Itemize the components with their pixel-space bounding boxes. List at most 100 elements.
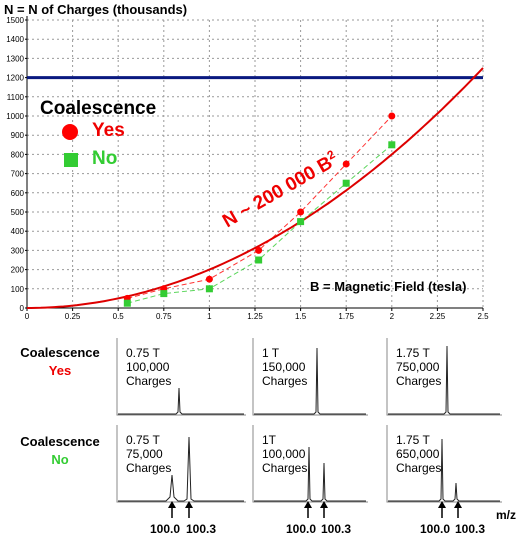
row-label-yes: Coalescence Yes <box>5 345 115 378</box>
y-tick-label: 300 <box>11 246 25 255</box>
legend-title: Coalescence <box>40 98 157 119</box>
x-tick-label: 1.75 <box>338 312 354 321</box>
data-point-no <box>123 299 131 307</box>
panel-count: 100,000 <box>126 360 170 374</box>
y-axis-label: N = N of Charges (thousands) <box>4 2 188 17</box>
panel-count: 650,000 <box>396 447 440 461</box>
spectrum-panel-no-3: 1.75 T 650,000 Charges <box>386 425 502 503</box>
panel-field: 1 T <box>262 346 280 360</box>
y-tick-label: 600 <box>11 189 25 198</box>
row-status-no: No <box>51 452 69 467</box>
row-status-yes: Yes <box>48 363 72 378</box>
y-tick-label: 800 <box>11 150 25 159</box>
panel-label: 1T 100,000 Charges <box>262 433 307 475</box>
y-tick-label: 1000 <box>6 112 24 121</box>
spectrum-panel-yes-3: 1.75 T 750,000 Charges <box>386 338 502 416</box>
data-point-no <box>388 141 396 149</box>
y-tick-label: 400 <box>11 227 25 236</box>
data-point-no <box>297 218 305 226</box>
spectrum-plot <box>116 338 246 416</box>
spectrum-plot <box>386 425 502 503</box>
panel-unit: Charges <box>262 461 308 475</box>
mz-arrows <box>168 501 462 518</box>
panel-count: 150,000 <box>262 360 306 374</box>
spectrum-panel-no-2: 1T 100,000 Charges <box>252 425 368 503</box>
panel-unit: Charges <box>126 461 172 475</box>
legend-item-yes: Yes <box>40 120 156 148</box>
mz-label: m/z <box>496 508 517 522</box>
x-tick-label: 2.5 <box>477 312 489 321</box>
panel-label: 1.75 T 750,000 Charges <box>396 346 441 388</box>
y-tick-label: 0 <box>20 304 25 313</box>
panel-label: 0.75 T 75,000 Charges <box>126 433 171 475</box>
legend-item-no: No <box>40 148 156 176</box>
y-tick-label: 1200 <box>6 74 24 83</box>
data-point-yes <box>388 112 396 120</box>
row-title-no: Coalescence <box>20 434 100 449</box>
fit-curve <box>27 67 484 309</box>
legend: Coalescence Yes No <box>40 98 156 176</box>
x-tick-label: 1.25 <box>247 312 263 321</box>
spectrum-plot <box>252 425 368 503</box>
data-point-no <box>160 290 168 298</box>
panel-unit: Charges <box>126 374 172 388</box>
x-tick-label: 0.5 <box>113 312 125 321</box>
panel-count: 100,000 <box>262 447 306 461</box>
panel-label: 0.75 T 100,000 Charges <box>126 346 171 388</box>
y-tick-label: 1300 <box>6 54 24 63</box>
panel-label: 1.75 T 650,000 Charges <box>396 433 441 475</box>
spectrum-plot <box>116 425 246 503</box>
panel-unit: Charges <box>262 374 308 388</box>
plot-area: 0100200300400500600700800900100011001200… <box>6 16 489 321</box>
main-chart: 0 100 200 300 400 500 600 700 800 900 1000 1100 1200… <box>4 2 489 321</box>
y-tick-label: 100 <box>11 285 25 294</box>
mz-tick-100-0: 100.0 <box>420 522 451 536</box>
x-tick-label: 2 <box>390 312 395 321</box>
row-title-yes: Coalescence <box>20 345 100 360</box>
panel-field: 1.75 T <box>396 433 430 447</box>
panel-field: 1.75 T <box>396 346 430 360</box>
legend-label-no: No <box>92 148 118 169</box>
x-tick-label: 0.75 <box>156 312 172 321</box>
data-point-yes <box>205 275 213 283</box>
green-square-icon <box>64 153 78 167</box>
y-tick-label: 200 <box>11 266 25 275</box>
mz-tick-100-0: 100.0 <box>286 522 317 536</box>
spectrum-plot <box>252 338 368 416</box>
x-tick-label: 0.25 <box>65 312 81 321</box>
panel-unit: Charges <box>396 374 442 388</box>
y-tick-label: 1400 <box>6 35 24 44</box>
mz-tick-100-3: 100.3 <box>455 522 486 536</box>
y-tick-label: 700 <box>11 170 25 179</box>
data-point-yes <box>342 160 350 168</box>
panel-count: 750,000 <box>396 360 440 374</box>
red-circle-icon <box>62 124 78 140</box>
data-point-no <box>342 179 350 187</box>
y-tick-label: 900 <box>11 131 25 140</box>
y-tick-label: 500 <box>11 208 25 217</box>
spectrum-panel-yes-2: 1 T 150,000 Charges <box>252 338 368 416</box>
spectrum-plot <box>386 338 502 416</box>
spectrum-panel-yes-1: 0.75 T 100,000 Charges <box>116 338 246 416</box>
x-tick-label: 1 <box>207 312 212 321</box>
mz-tick-100-3: 100.3 <box>321 522 352 536</box>
panel-unit: Charges <box>396 461 442 475</box>
y-tick-label: 1100 <box>7 93 25 102</box>
data-point-yes <box>255 246 263 254</box>
panel-label: 1 T 150,000 Charges <box>262 346 307 388</box>
y-tick-label: 1500 <box>6 16 24 25</box>
legend-label-yes: Yes <box>92 120 125 141</box>
x-tick-label: 2.25 <box>430 312 446 321</box>
data-point-no <box>255 256 263 264</box>
data-point-yes <box>297 208 305 216</box>
mz-tick-100-0: 100.0 <box>150 522 181 536</box>
mz-tick-100-3: 100.3 <box>186 522 217 536</box>
x-tick-label: 1.5 <box>295 312 307 321</box>
data-point-no <box>205 285 213 293</box>
x-axis-label: B = Magnetic Field (tesla) <box>310 279 467 294</box>
panel-field: 0.75 T <box>126 346 160 360</box>
spectrum-panel-no-1: 0.75 T 75,000 Charges <box>116 425 246 503</box>
panel-field: 0.75 T <box>126 433 160 447</box>
x-tick-label: 0 <box>25 312 30 321</box>
panel-field: 1T <box>262 433 277 447</box>
